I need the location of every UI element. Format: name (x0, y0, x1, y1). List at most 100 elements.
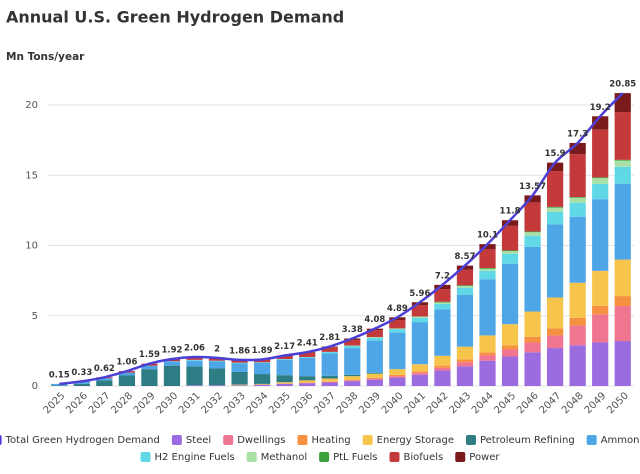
bar-segment (434, 370, 451, 386)
value-label: 15.9 (545, 149, 566, 159)
bar-segment (501, 349, 519, 357)
x-tick-label: 2029 (132, 390, 158, 416)
legend-label: Energy Storage (377, 435, 454, 446)
legend-label: H2 Engine Fuels (155, 452, 235, 463)
bar-segment (547, 348, 564, 386)
legend-swatch (465, 435, 476, 445)
bar-segment (592, 178, 609, 184)
bar-segment (321, 353, 338, 376)
bar-segment (321, 382, 338, 386)
bar-segment (524, 311, 541, 337)
bar-segment (501, 356, 519, 386)
bar-segment (456, 285, 474, 286)
total-line (59, 92, 624, 386)
value-label: 13.57 (519, 182, 546, 192)
bar-segment (366, 373, 383, 378)
legend-swatch (389, 452, 400, 462)
value-label: 8.57 (454, 252, 475, 262)
bar-segment (524, 246, 541, 312)
x-tick-label: 2037 (312, 390, 338, 416)
bar-segment (547, 162, 564, 172)
value-label: 1.59 (139, 350, 160, 360)
bar-segment (366, 337, 383, 338)
y-tick-label: 10 (25, 241, 38, 252)
bar-segment (524, 336, 541, 343)
value-label: 1.06 (116, 358, 137, 368)
bar-segment (366, 379, 383, 386)
x-tick-label: 2047 (538, 390, 564, 416)
bar-segment (614, 93, 631, 113)
bar-segment (614, 341, 631, 386)
legend-row: Total Green Hydrogen Demand Steel Dwelling… (0, 435, 640, 446)
bar-segment (547, 211, 564, 225)
bar-segment (73, 383, 90, 386)
bar-segment (479, 360, 496, 386)
bar-segment (614, 259, 631, 297)
bar-segment (411, 364, 428, 372)
x-tick-label: 2050 (605, 390, 631, 416)
bar-segment (96, 378, 113, 381)
bar-segment (411, 374, 428, 386)
bar-segment (456, 346, 474, 360)
bar-segment (434, 284, 451, 290)
bar-segment (434, 302, 451, 304)
bar-segment (389, 332, 406, 370)
bar-segment (614, 112, 631, 160)
legend-label: Methanol (261, 452, 307, 463)
value-label: 4.89 (387, 304, 408, 314)
value-label: 0.62 (94, 364, 115, 374)
value-label: 1.86 (229, 346, 250, 356)
bar-segment (592, 177, 609, 179)
x-tick-label: 2035 (267, 390, 293, 416)
bar-segment (366, 340, 383, 373)
bar-segment (501, 345, 519, 350)
x-tick-label: 2036 (290, 390, 316, 416)
bar-segment (456, 362, 474, 367)
bar-segment (299, 357, 316, 358)
legend-label: Power (469, 452, 500, 463)
bar-segment (276, 359, 293, 376)
legend-swatch (297, 435, 308, 445)
bar-segment (186, 360, 203, 367)
value-label: 11.8 (500, 207, 521, 217)
bar-segment (254, 384, 271, 386)
bar-segment (366, 372, 383, 374)
bar-segment (479, 244, 496, 250)
bar-segment (434, 309, 451, 356)
bar-segment (547, 297, 564, 329)
bar-segment (344, 376, 361, 380)
bar-segment (366, 330, 383, 338)
bar-segment (321, 347, 338, 352)
bar-segment (592, 342, 609, 386)
x-tick-label: 2031 (177, 390, 203, 416)
bar-segment (254, 362, 271, 363)
x-tick-label: 2030 (154, 390, 180, 416)
bar-segment (276, 383, 293, 386)
bar-segment (299, 380, 316, 383)
x-tick-label: 2028 (109, 390, 135, 416)
bar-segment (344, 339, 361, 346)
bar-segment (456, 366, 474, 386)
bar-segment (501, 251, 519, 254)
bar-segment (501, 324, 519, 346)
value-label: 0.15 (49, 370, 70, 380)
bar-segment (524, 235, 541, 247)
bar-segment (592, 314, 609, 343)
bar-segment (51, 385, 68, 386)
bar-segment (231, 363, 248, 372)
bar-segment (344, 379, 361, 381)
bar-segment (344, 348, 361, 375)
bar-segment (208, 385, 226, 386)
bar-segment (547, 335, 564, 349)
legend-swatch (171, 435, 182, 445)
x-tick-label: 2039 (357, 390, 383, 416)
x-tick-label: 2027 (87, 390, 113, 416)
y-axis-label: Mn Tons/year (6, 51, 85, 63)
bar-segment (569, 216, 586, 283)
x-tick-label: 2045 (493, 390, 519, 416)
legend-swatch (246, 452, 257, 462)
bar-segment (501, 220, 519, 226)
x-tick-label: 2033 (222, 390, 248, 416)
bar-segment (321, 378, 338, 382)
bar-segment (479, 270, 496, 280)
